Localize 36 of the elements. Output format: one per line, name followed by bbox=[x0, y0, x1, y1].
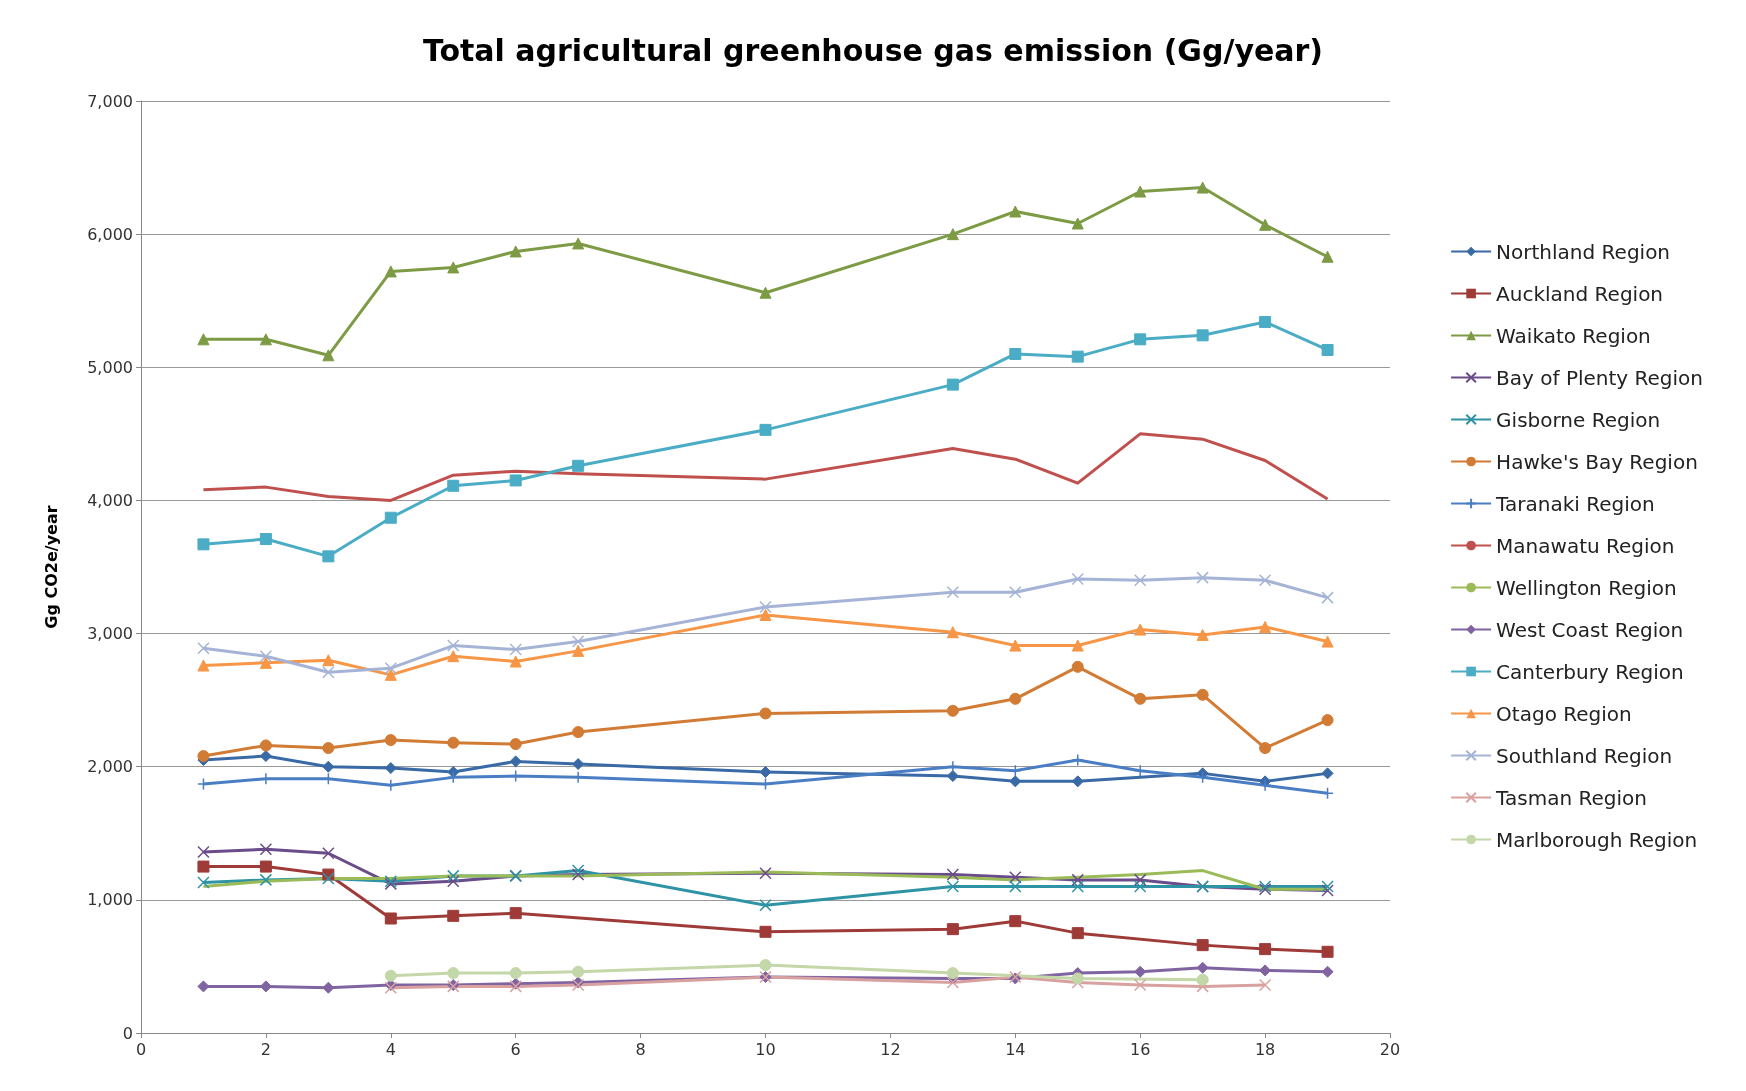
y-tick-label: 2,000 bbox=[87, 757, 133, 777]
y-tick-label: 1,000 bbox=[87, 890, 133, 910]
x-tick-label: 2 bbox=[260, 1039, 271, 1059]
legend-label: Canterbury Region bbox=[1496, 659, 1684, 684]
legend-label: Gisborne Region bbox=[1496, 407, 1661, 432]
legend-label: Waikato Region bbox=[1496, 323, 1651, 348]
legend-label: Marlborough Region bbox=[1496, 827, 1698, 852]
legend-label: Auckland Region bbox=[1496, 281, 1664, 306]
x-tick-label: 14 bbox=[1005, 1039, 1026, 1059]
legend-label: West Coast Region bbox=[1496, 617, 1684, 642]
x-tick-label: 20 bbox=[1379, 1039, 1401, 1059]
y-tick-label: 6,000 bbox=[87, 224, 133, 244]
x-tick-label: 18 bbox=[1254, 1039, 1276, 1059]
y-tick-label: 0 bbox=[122, 1023, 133, 1043]
legend-label: Otago Region bbox=[1496, 701, 1632, 726]
y-tick-label: 4,000 bbox=[87, 490, 133, 510]
y-tick-label: 3,000 bbox=[87, 624, 133, 644]
legend-label: Wellington Region bbox=[1496, 575, 1677, 600]
y-axis-title: Gg CO2e/year bbox=[41, 505, 61, 629]
x-tick-label: 12 bbox=[880, 1039, 901, 1059]
x-tick-label: 16 bbox=[1130, 1039, 1151, 1059]
x-tick-label: 8 bbox=[635, 1039, 646, 1059]
legend-label: Bay of Plenty Region bbox=[1496, 365, 1703, 390]
x-tick-label: 4 bbox=[385, 1039, 396, 1059]
legend-label: Manawatu Region bbox=[1496, 533, 1675, 558]
y-tick-label: 7,000 bbox=[87, 91, 133, 111]
x-tick-label: 6 bbox=[510, 1039, 521, 1059]
legend-label: Tasman Region bbox=[1495, 785, 1647, 810]
legend-label: Taranaki Region bbox=[1495, 491, 1655, 516]
legend-label: Hawke's Bay Region bbox=[1496, 449, 1698, 474]
legend-label: Southland Region bbox=[1496, 743, 1673, 768]
legend-label: Northland Region bbox=[1496, 239, 1671, 264]
y-tick-label: 5,000 bbox=[87, 357, 133, 377]
chart-title: Total agricultural greenhouse gas emission (Gg/year) bbox=[422, 32, 1324, 68]
x-tick-label: 0 bbox=[135, 1039, 147, 1059]
x-tick-label: 10 bbox=[755, 1039, 776, 1059]
